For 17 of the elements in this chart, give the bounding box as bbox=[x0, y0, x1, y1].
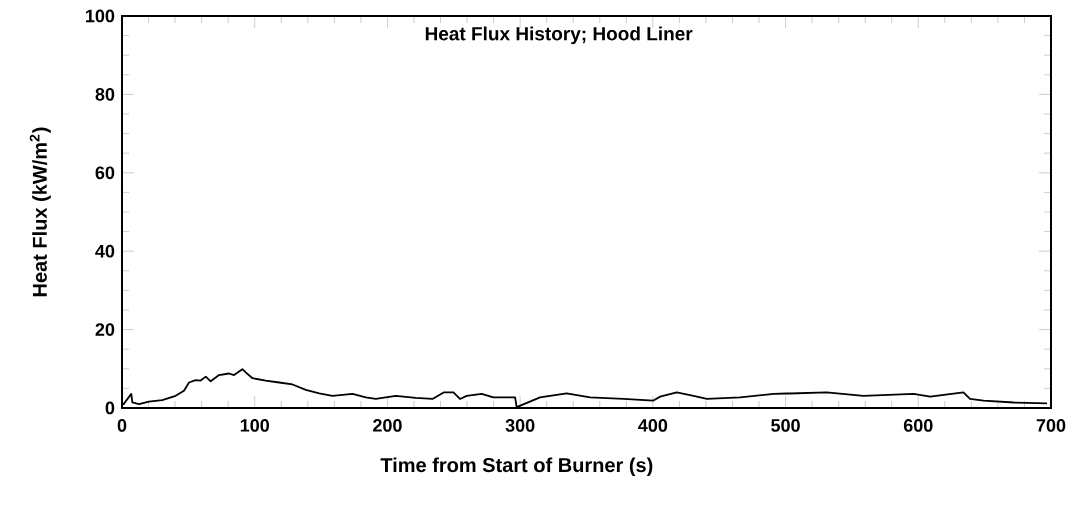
x-tick-label: 700 bbox=[1036, 419, 1066, 432]
x-tick-label: 0 bbox=[117, 419, 127, 432]
x-axis-title: Time from Start of Burner (s) bbox=[380, 457, 653, 477]
y-tick-label: 60 bbox=[95, 166, 115, 180]
x-tick-label: 300 bbox=[505, 419, 535, 432]
text: Heat Flux History; Hood Liner bbox=[425, 26, 693, 45]
y-tick-label: 40 bbox=[95, 244, 115, 258]
x-tick-label: 100 bbox=[240, 419, 269, 432]
x-tick-label: 600 bbox=[903, 419, 933, 432]
y-tick-label: 0 bbox=[105, 401, 115, 415]
y-tick-label: 20 bbox=[95, 323, 115, 336]
x-tick-label: 200 bbox=[373, 419, 402, 432]
y-axis-title: Heat Flux (kW/m$^{2}$) bbox=[29, 127, 51, 297]
x-tick-label: 400 bbox=[638, 419, 668, 432]
y-tick-label: 100 bbox=[86, 9, 115, 23]
y-tick-label: 80 bbox=[95, 88, 115, 101]
x-tick-label: 500 bbox=[771, 419, 800, 432]
